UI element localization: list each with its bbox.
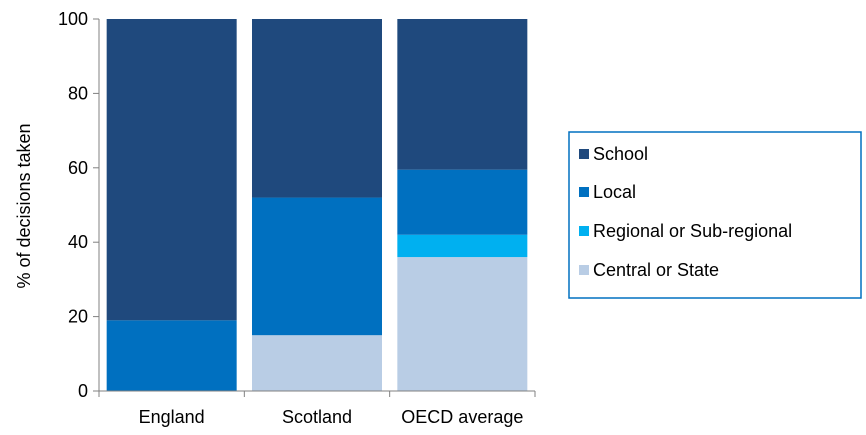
- y-tick-label: 0: [78, 381, 88, 401]
- legend-box: [568, 131, 862, 299]
- bar-scotland-school: [252, 19, 382, 198]
- y-tick-label: 100: [58, 9, 88, 29]
- bar-england-school: [106, 19, 237, 321]
- bar-scotland-local: [252, 197, 382, 336]
- legend-label: Regional or Sub-regional: [593, 221, 792, 241]
- y-axis-title: % of decisions taken: [14, 123, 34, 288]
- bar-oecd-average-school: [397, 19, 528, 170]
- bar-oecd-average-regional-or-sub-regional: [397, 234, 528, 258]
- x-tick-label: Scotland: [282, 407, 352, 427]
- legend-swatch: [579, 187, 589, 197]
- bar-oecd-average-central-or-state: [397, 257, 528, 391]
- bars-group: [106, 19, 528, 391]
- legend-label: Local: [593, 182, 636, 202]
- y-tick-label: 40: [68, 232, 88, 252]
- legend-swatch: [579, 265, 589, 275]
- y-tick-label: 60: [68, 158, 88, 178]
- legend-label: Central or State: [593, 260, 719, 280]
- bar-scotland-central-or-state: [252, 335, 382, 391]
- legend: School Local Regional or Sub-regional Centr…: [568, 131, 862, 299]
- bar-oecd-average-local: [397, 169, 528, 235]
- y-tick-label: 20: [68, 307, 88, 327]
- x-tick-label: OECD average: [401, 407, 523, 427]
- axes-group: England Scotland OECD average 0 20 40 60 80 100: [58, 9, 536, 427]
- legend-swatch: [579, 149, 589, 159]
- legend-label: School: [593, 144, 648, 164]
- y-tick-label: 80: [68, 83, 88, 103]
- x-tick-label: England: [139, 407, 205, 427]
- bar-england-local: [106, 320, 237, 391]
- legend-swatch: [579, 226, 589, 236]
